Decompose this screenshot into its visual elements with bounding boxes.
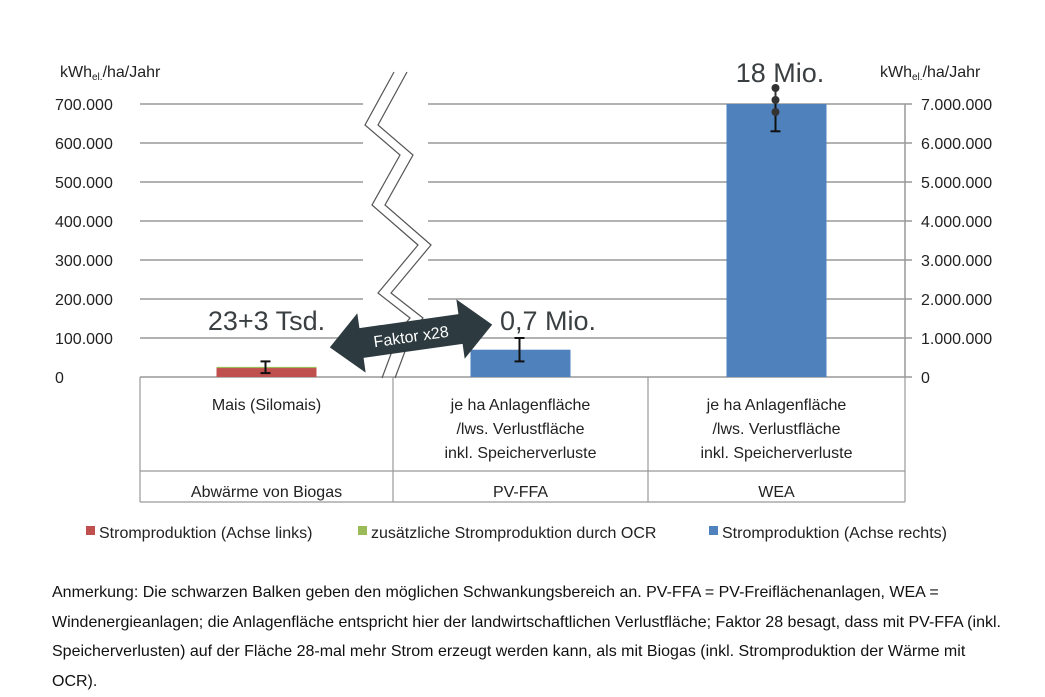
category-label: inkl. Speicherverluste [700,445,852,462]
chart-note: Anmerkung: Die schwarzen Balken geben de… [52,584,1001,690]
category-group-label: WEA [758,484,795,501]
category-label: /lws. Verlustfläche [712,421,840,438]
left-tick-label: 700.000 [55,97,113,114]
right-axis-label: kWhel./ha/Jahr [880,64,981,83]
bar-stromproduktion-wea [726,104,827,377]
left-tick-label: 200.000 [55,292,113,309]
right-tick-label: 2.000.000 [921,292,992,309]
right-tick-label: 4.000.000 [921,214,992,231]
legend-swatch [709,526,718,535]
right-tick-label: 0 [921,370,930,387]
category-group-label: Abwärme von Biogas [191,484,342,501]
left-tick-label: 500.000 [55,175,113,192]
value-annotation-mais: 23+3 Tsd. [208,306,325,336]
left-tick-label: 100.000 [55,331,113,348]
value-annotation-wea: 18 Mio. [736,58,825,88]
category-label: Mais (Silomais) [212,397,321,414]
right-tick-label: 5.000.000 [921,175,992,192]
legend-swatch [86,526,95,535]
factor-arrow: Faktor x28 [329,299,493,373]
category-label: /lws. Verlustfläche [456,421,584,438]
error-bar-dot [771,108,780,116]
left-tick-label: 400.000 [55,214,113,231]
error-bar-dot [771,96,780,104]
double-arrow-icon [329,299,493,373]
category-label: inkl. Speicherverluste [444,445,596,462]
chart: 0 0 100.000 1.000.000 200.000 2.000.000 300.00… [55,58,992,542]
legend: Stromproduktion (Achse links) zusätzliche… [86,525,947,542]
value-annotation-pv: 0,7 Mio. [500,306,596,336]
category-group-label: PV-FFA [493,484,548,501]
legend-item: Stromproduktion (Achse rechts) [722,525,947,542]
right-tick-label: 7.000.000 [921,97,992,114]
error-bar-dot [771,84,780,92]
legend-item: Stromproduktion (Achse links) [99,525,312,542]
right-tick-label: 3.000.000 [921,253,992,270]
category-label: je ha Anlagenfläche [706,397,847,414]
category-label: je ha Anlagenfläche [450,397,591,414]
right-tick-label: 6.000.000 [921,136,992,153]
legend-swatch [358,526,367,535]
left-tick-label: 300.000 [55,253,113,270]
left-tick-label: 0 [55,370,64,387]
legend-item: zusätzliche Stromproduktion durch OCR [371,525,656,542]
right-tick-label: 1.000.000 [921,331,992,348]
left-tick-label: 600.000 [55,136,113,153]
left-axis-label: kWhel./ha/Jahr [60,64,161,83]
